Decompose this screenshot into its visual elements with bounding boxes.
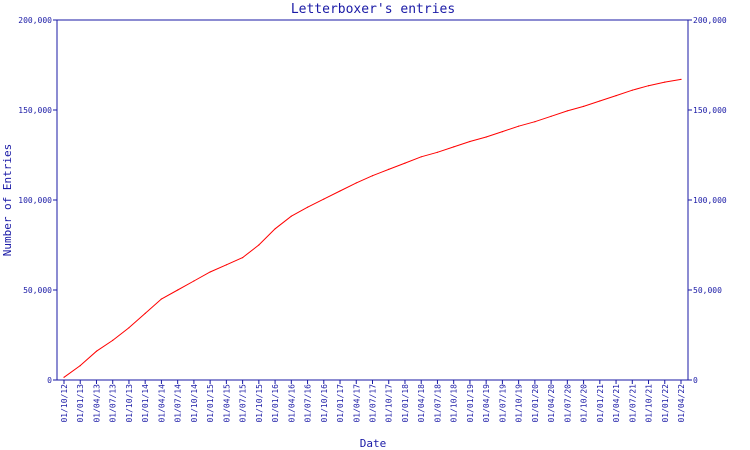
y-tick-label-left: 0 xyxy=(47,376,52,385)
data-point xyxy=(453,146,455,148)
x-tick-label: 01/04/16 xyxy=(287,384,296,423)
x-tick-label: 01/01/20 xyxy=(531,384,540,423)
x-tick-label: 01/10/14 xyxy=(190,384,199,423)
data-point xyxy=(615,95,617,97)
data-point xyxy=(95,350,98,352)
data-point xyxy=(599,100,601,102)
data-point xyxy=(485,136,487,138)
y-tick-label-left: 100,000 xyxy=(18,196,52,205)
x-tick-label: 01/07/19 xyxy=(498,384,507,423)
data-point xyxy=(339,190,341,192)
data-point xyxy=(79,365,81,367)
x-tick-label: 01/01/16 xyxy=(271,384,280,423)
y-tick-label-left: 150,000 xyxy=(18,106,52,115)
data-point xyxy=(388,168,390,170)
data-point xyxy=(583,105,585,107)
y-axis-left: 0 50,000 100,000 150,000 200,000 xyxy=(18,16,57,385)
x-tick-label: 01/01/22 xyxy=(661,384,670,423)
y-axis-right: 0 50,000 100,000 150,000 200,000 xyxy=(688,16,727,385)
x-tick-label: 01/07/13 xyxy=(109,384,118,423)
x-tick-label: 01/10/16 xyxy=(320,384,329,423)
y-tick-label-left: 50,000 xyxy=(23,286,52,295)
x-tick-label: 01/04/19 xyxy=(482,384,491,423)
plot-area xyxy=(56,19,689,381)
data-point xyxy=(566,110,568,112)
x-tick-label: 01/10/19 xyxy=(515,384,524,423)
x-tick-label: 01/01/21 xyxy=(596,384,605,423)
data-point xyxy=(128,327,130,329)
y-tick-label-right: 0 xyxy=(693,376,698,385)
x-tick-label: 01/04/18 xyxy=(417,384,426,423)
data-point xyxy=(274,228,276,230)
data-point xyxy=(469,140,471,143)
data-point xyxy=(550,115,552,117)
data-point xyxy=(193,280,195,282)
x-axis-title: Date xyxy=(360,437,387,450)
x-tick-label: 01/04/22 xyxy=(677,384,686,423)
x-tick-label: 01/07/17 xyxy=(369,384,378,423)
x-tick-label: 01/01/15 xyxy=(206,384,215,423)
x-tick-label: 01/04/20 xyxy=(547,384,556,423)
y-tick-label-right: 200,000 xyxy=(693,16,727,25)
series-layer xyxy=(63,78,682,378)
data-point xyxy=(63,376,65,378)
chart-title: Letterboxer's entries xyxy=(291,2,455,17)
x-tick-label: 01/04/17 xyxy=(352,384,361,423)
x-tick-label: 01/07/14 xyxy=(174,384,183,423)
x-axis: 01/10/12 01/01/13 01/04/13 01/07/13 01/10/13… xyxy=(60,380,686,423)
data-point xyxy=(177,289,179,291)
data-point xyxy=(323,198,325,200)
data-point xyxy=(534,121,536,123)
data-point xyxy=(404,162,406,164)
data-point xyxy=(290,215,292,217)
x-tick-label: 01/01/17 xyxy=(336,384,345,423)
x-tick-label: 01/04/13 xyxy=(92,384,101,423)
y-tick-label-right: 150,000 xyxy=(693,106,727,115)
x-tick-label: 01/10/20 xyxy=(580,384,589,423)
x-tick-label: 01/01/13 xyxy=(76,384,85,423)
data-point xyxy=(144,312,146,314)
x-tick-label: 01/10/21 xyxy=(645,384,654,423)
data-point xyxy=(112,339,114,341)
y-tick-label-right: 50,000 xyxy=(693,286,722,295)
data-point xyxy=(307,206,309,208)
data-point xyxy=(371,175,374,177)
x-tick-label: 01/07/16 xyxy=(304,384,313,423)
data-point xyxy=(209,271,211,273)
data-point xyxy=(664,81,666,83)
data-point xyxy=(225,264,227,266)
x-tick-label: 01/07/18 xyxy=(433,384,442,423)
x-tick-label: 01/01/18 xyxy=(401,384,410,423)
data-point xyxy=(501,131,503,133)
x-tick-label: 01/07/15 xyxy=(239,384,248,423)
y-axis-title: Number of Entries xyxy=(1,144,14,257)
data-point xyxy=(242,257,244,259)
data-point xyxy=(160,298,162,300)
data-point xyxy=(647,85,650,87)
x-tick-label: 01/10/15 xyxy=(255,384,264,423)
data-point xyxy=(355,182,357,184)
y-tick-label-left: 200,000 xyxy=(18,16,52,25)
data-point xyxy=(631,89,633,91)
data-point xyxy=(420,156,422,158)
x-tick-label: 01/07/20 xyxy=(563,384,572,423)
x-tick-label: 01/10/17 xyxy=(385,384,394,423)
data-point xyxy=(258,244,260,246)
data-point xyxy=(680,78,682,80)
x-tick-label: 01/10/12 xyxy=(60,384,69,423)
x-tick-label: 01/04/15 xyxy=(222,384,231,423)
x-tick-label: 01/04/14 xyxy=(157,384,166,423)
x-tick-label: 01/04/21 xyxy=(612,384,621,423)
data-point xyxy=(518,125,520,127)
y-tick-label-right: 100,000 xyxy=(693,196,727,205)
x-tick-label: 01/01/19 xyxy=(466,384,475,423)
x-tick-label: 01/10/18 xyxy=(450,384,459,423)
x-tick-label: 01/10/13 xyxy=(125,384,134,423)
data-point xyxy=(436,151,438,153)
x-tick-label: 01/01/14 xyxy=(141,384,150,423)
x-tick-label: 01/07/21 xyxy=(628,384,637,423)
